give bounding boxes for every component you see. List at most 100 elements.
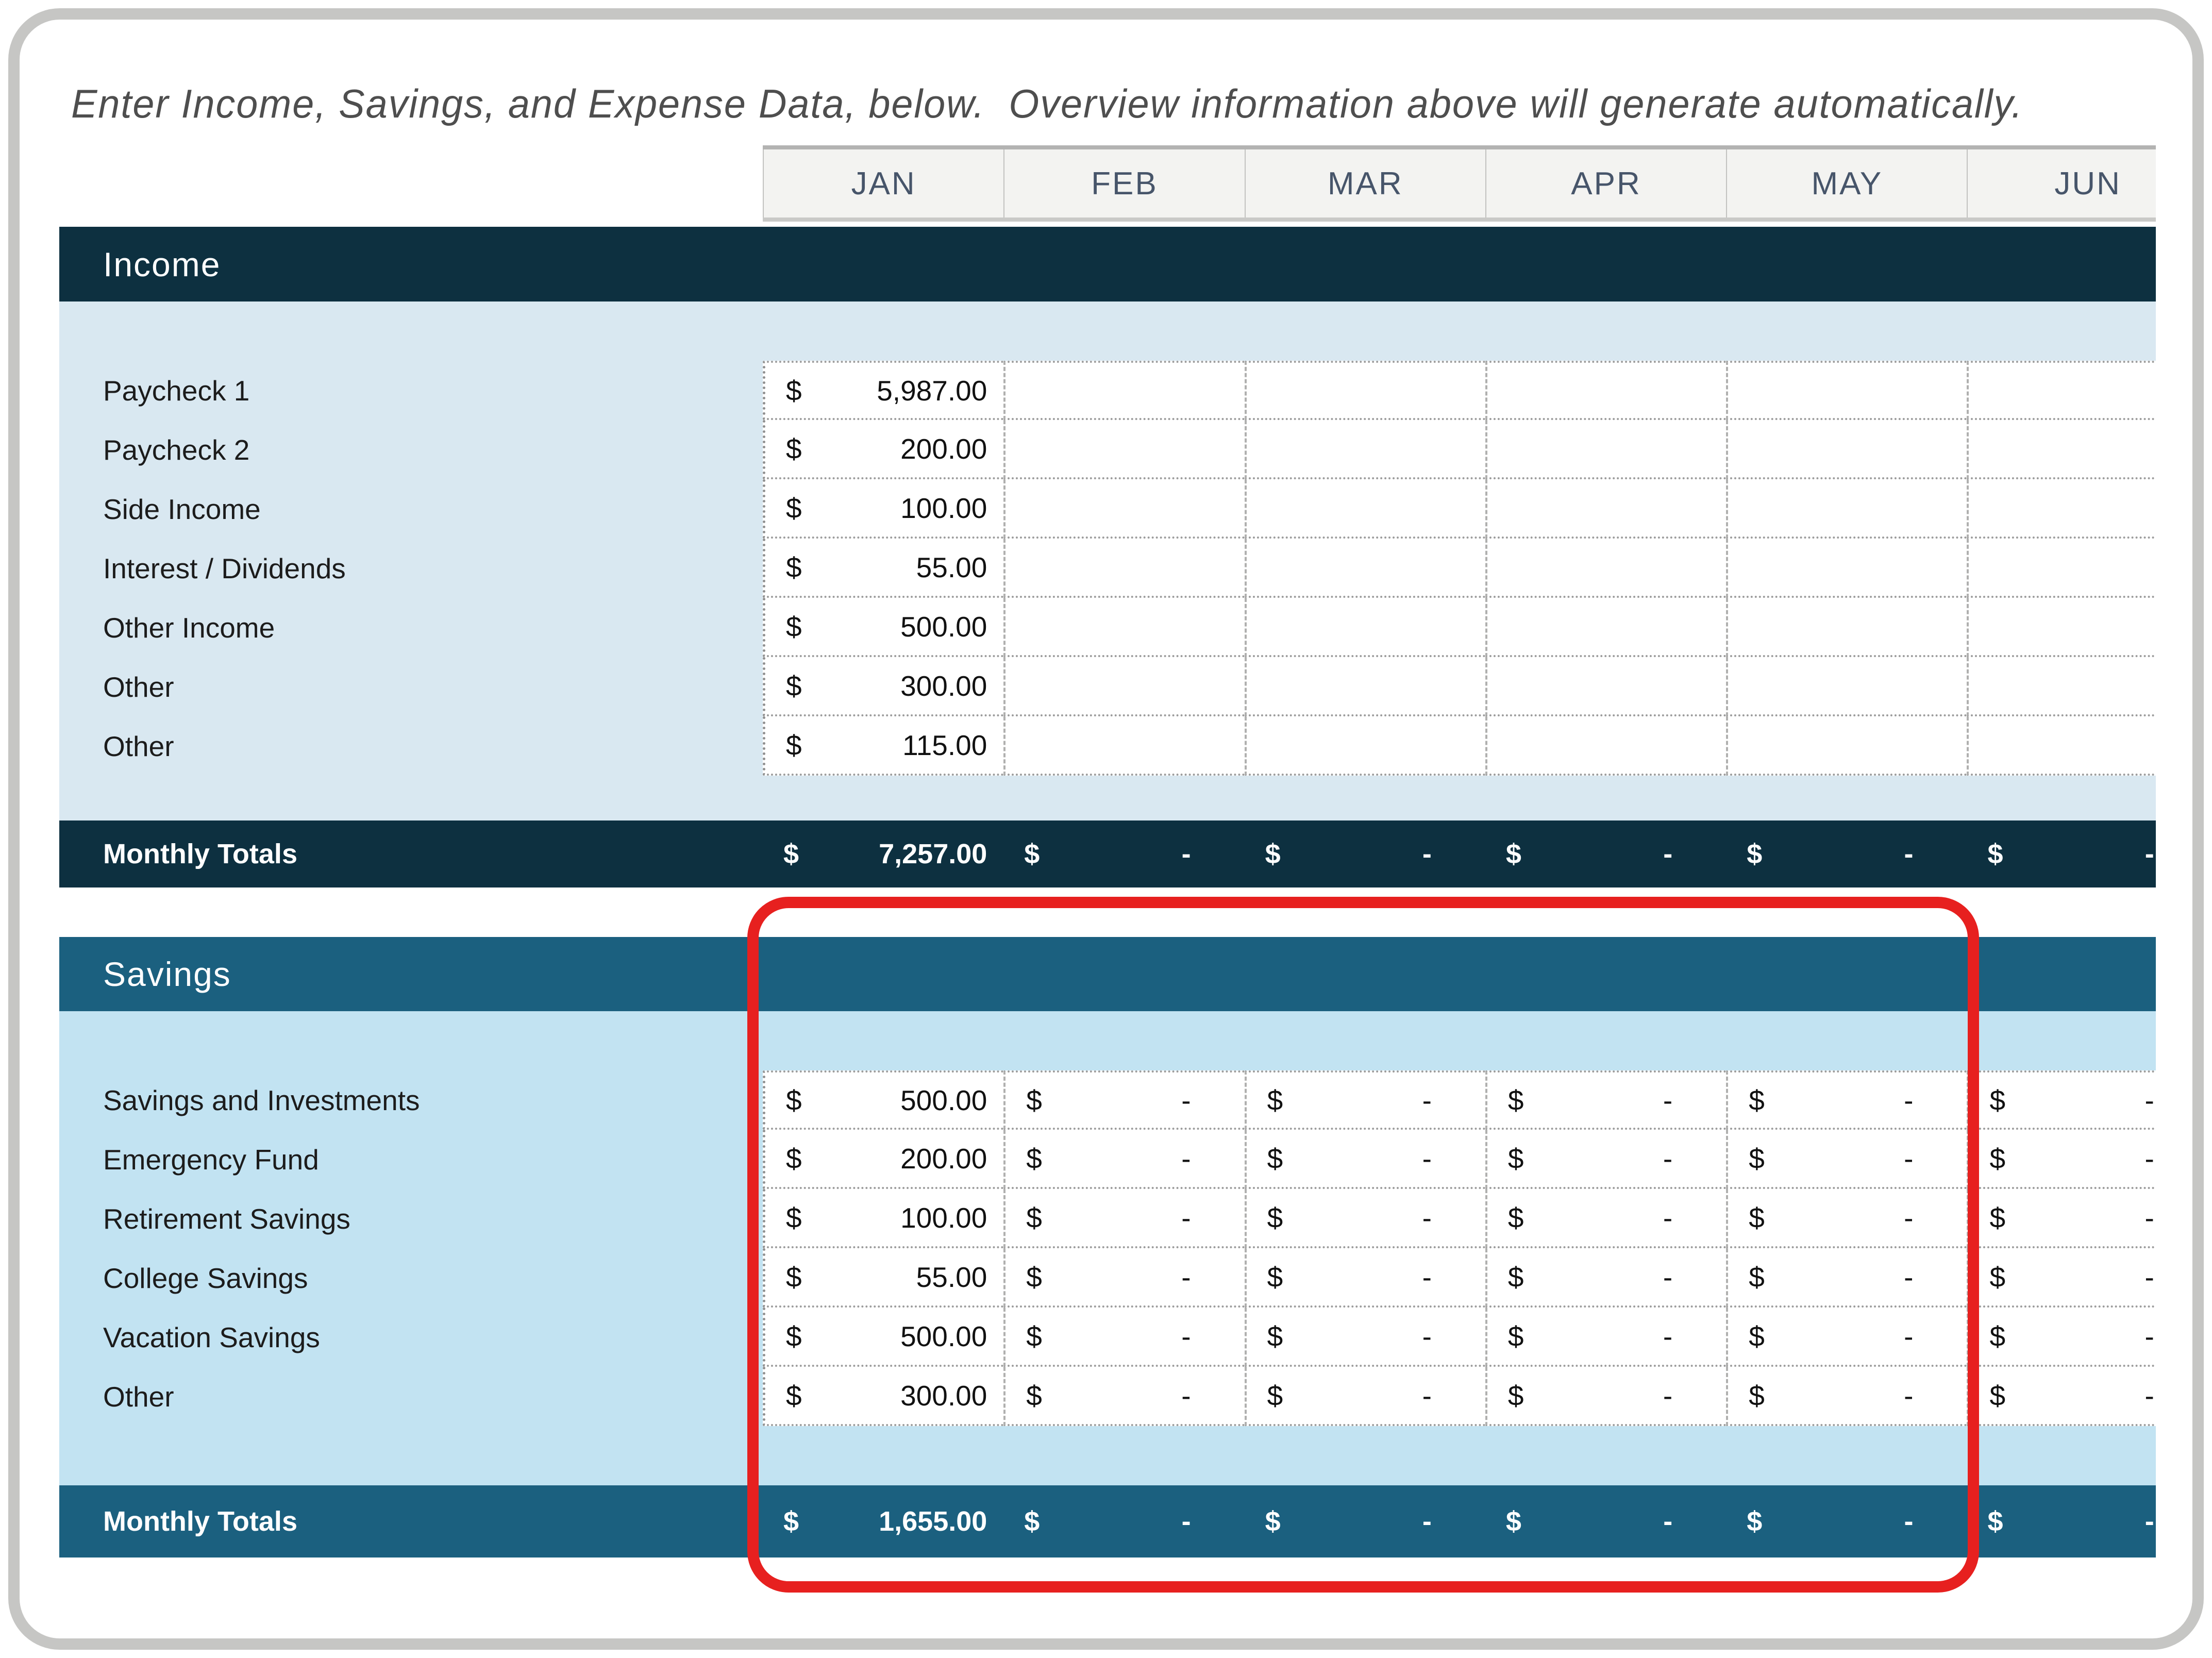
cell-mar[interactable] — [1244, 598, 1485, 657]
cell-jun[interactable] — [1967, 479, 2156, 539]
row-label[interactable]: Savings and Investments — [59, 1070, 763, 1130]
cell-jun[interactable] — [1967, 539, 2156, 598]
row-label[interactable]: Paycheck 1 — [59, 361, 763, 420]
savings-section-header[interactable]: Savings — [59, 937, 2156, 1011]
cell-may[interactable] — [1726, 598, 1967, 657]
cell-may[interactable]: $ - — [1726, 1308, 1967, 1367]
cell-apr[interactable]: $ - — [1485, 1189, 1727, 1248]
row-label[interactable]: Retirement Savings — [59, 1189, 763, 1248]
total-mar[interactable]: $ - — [1245, 1485, 1485, 1557]
cell-jun[interactable] — [1967, 657, 2156, 716]
cell-apr[interactable]: $ - — [1485, 1367, 1727, 1426]
cell-may[interactable]: $ - — [1726, 1367, 1967, 1426]
cell-feb[interactable] — [1003, 657, 1245, 716]
cell-jan[interactable]: $ 200.00 — [763, 1130, 1004, 1189]
cell-jun[interactable]: $ - — [1967, 1189, 2156, 1248]
cell-feb[interactable] — [1003, 598, 1245, 657]
cell-jan[interactable]: $ 200.00 — [763, 420, 1004, 479]
cell-feb[interactable] — [1003, 420, 1245, 479]
cell-jan[interactable]: $ 500.00 — [763, 1308, 1004, 1367]
total-jun[interactable]: $ - — [1967, 820, 2156, 887]
income-monthly-totals-row[interactable]: Monthly Totals $ 7,257.00 $ - $ - $ - $ … — [59, 820, 2156, 887]
cell-jan[interactable]: $ 300.00 — [763, 657, 1004, 716]
cell-feb[interactable]: $ - — [1003, 1308, 1245, 1367]
cell-may[interactable]: $ - — [1726, 1070, 1967, 1130]
row-label[interactable]: Other — [59, 657, 763, 716]
cell-jun[interactable] — [1967, 420, 2156, 479]
row-label[interactable]: Other — [59, 716, 763, 776]
row-label[interactable]: College Savings — [59, 1248, 763, 1308]
cell-apr[interactable]: $ - — [1485, 1070, 1727, 1130]
cell-feb[interactable]: $ - — [1003, 1130, 1245, 1189]
total-jan[interactable]: $ 1,655.00 — [763, 1485, 1003, 1557]
cell-mar[interactable]: $ - — [1244, 1130, 1485, 1189]
cell-jun[interactable]: $ - — [1967, 1367, 2156, 1426]
month-header-mar[interactable]: MAR — [1244, 149, 1485, 217]
cell-apr[interactable] — [1485, 361, 1727, 420]
row-label[interactable]: Emergency Fund — [59, 1130, 763, 1189]
cell-jun[interactable] — [1967, 361, 2156, 420]
cell-apr[interactable] — [1485, 420, 1727, 479]
total-jun[interactable]: $ - — [1967, 1485, 2156, 1557]
total-apr[interactable]: $ - — [1485, 820, 1726, 887]
cell-mar[interactable] — [1244, 539, 1485, 598]
cell-mar[interactable] — [1244, 657, 1485, 716]
cell-mar[interactable] — [1244, 716, 1485, 776]
cell-may[interactable]: $ - — [1726, 1130, 1967, 1189]
cell-apr[interactable] — [1485, 657, 1727, 716]
cell-may[interactable] — [1726, 361, 1967, 420]
cell-mar[interactable]: $ - — [1244, 1189, 1485, 1248]
income-section-header[interactable]: Income — [59, 227, 2156, 302]
cell-feb[interactable] — [1003, 716, 1245, 776]
cell-jan[interactable]: $ 5,987.00 — [763, 361, 1004, 420]
cell-jun[interactable] — [1967, 598, 2156, 657]
total-may[interactable]: $ - — [1726, 820, 1967, 887]
cell-mar[interactable] — [1244, 420, 1485, 479]
cell-jun[interactable]: $ - — [1967, 1308, 2156, 1367]
row-label[interactable]: Interest / Dividends — [59, 539, 763, 598]
month-header-apr[interactable]: APR — [1485, 149, 1726, 217]
cell-may[interactable]: $ - — [1726, 1189, 1967, 1248]
cell-apr[interactable]: $ - — [1485, 1308, 1727, 1367]
cell-mar[interactable]: $ - — [1244, 1070, 1485, 1130]
total-may[interactable]: $ - — [1726, 1485, 1967, 1557]
cell-feb[interactable]: $ - — [1003, 1248, 1245, 1308]
cell-may[interactable] — [1726, 420, 1967, 479]
cell-apr[interactable] — [1485, 598, 1727, 657]
month-header-jan[interactable]: JAN — [763, 149, 1003, 217]
row-label[interactable]: Other — [59, 1367, 763, 1426]
cell-jan[interactable]: $ 300.00 — [763, 1367, 1004, 1426]
row-label[interactable]: Side Income — [59, 479, 763, 539]
cell-feb[interactable] — [1003, 539, 1245, 598]
month-header-may[interactable]: MAY — [1726, 149, 1967, 217]
cell-apr[interactable] — [1485, 539, 1727, 598]
cell-jun[interactable] — [1967, 716, 2156, 776]
cell-may[interactable]: $ - — [1726, 1248, 1967, 1308]
cell-apr[interactable]: $ - — [1485, 1130, 1727, 1189]
cell-jan[interactable]: $ 115.00 — [763, 716, 1004, 776]
cell-apr[interactable] — [1485, 716, 1727, 776]
cell-may[interactable] — [1726, 479, 1967, 539]
cell-may[interactable] — [1726, 716, 1967, 776]
cell-feb[interactable]: $ - — [1003, 1189, 1245, 1248]
cell-feb[interactable]: $ - — [1003, 1367, 1245, 1426]
savings-monthly-totals-row[interactable]: Monthly Totals $ 1,655.00 $ - $ - $ - $ … — [59, 1485, 2156, 1557]
total-apr[interactable]: $ - — [1485, 1485, 1726, 1557]
cell-jun[interactable]: $ - — [1967, 1130, 2156, 1189]
row-label[interactable]: Other Income — [59, 598, 763, 657]
cell-feb[interactable] — [1003, 479, 1245, 539]
total-feb[interactable]: $ - — [1003, 820, 1244, 887]
cell-jan[interactable]: $ 55.00 — [763, 1248, 1004, 1308]
total-mar[interactable]: $ - — [1245, 820, 1485, 887]
cell-jan[interactable]: $ 100.00 — [763, 1189, 1004, 1248]
cell-may[interactable] — [1726, 657, 1967, 716]
total-jan[interactable]: $ 7,257.00 — [763, 820, 1003, 887]
row-label[interactable]: Paycheck 2 — [59, 420, 763, 479]
cell-feb[interactable] — [1003, 361, 1245, 420]
cell-mar[interactable]: $ - — [1244, 1367, 1485, 1426]
cell-mar[interactable] — [1244, 361, 1485, 420]
cell-jan[interactable]: $ 500.00 — [763, 598, 1004, 657]
month-header-feb[interactable]: FEB — [1003, 149, 1244, 217]
cell-feb[interactable]: $ - — [1003, 1070, 1245, 1130]
cell-jan[interactable]: $ 55.00 — [763, 539, 1004, 598]
